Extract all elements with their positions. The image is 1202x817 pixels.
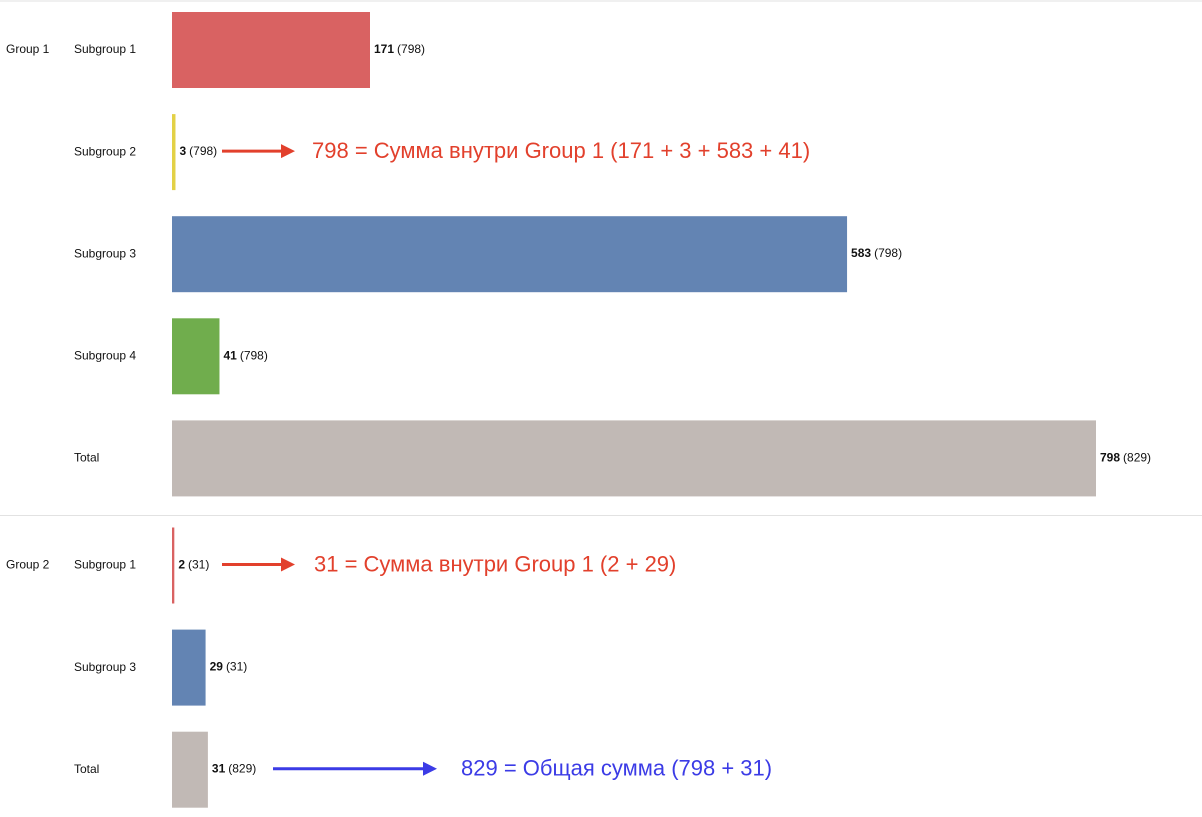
value-label: 798 — [1100, 451, 1120, 465]
context-label: (31) — [226, 660, 247, 674]
category-label: Subgroup 3 — [74, 660, 136, 674]
value-label: 2 — [178, 558, 185, 572]
category-label: Total — [74, 762, 99, 776]
category-label: Subgroup 1 — [74, 42, 136, 56]
annotation-text: 829 = Общая сумма (798 + 31) — [461, 756, 772, 781]
value-label: 31 — [212, 762, 226, 776]
context-label: (798) — [397, 42, 425, 56]
data-label: 3 (798) — [179, 144, 217, 158]
annotation-text: 31 = Сумма внутри Group 1 (2 + 29) — [314, 551, 676, 576]
group-label: Group 2 — [6, 558, 50, 572]
bar — [172, 731, 208, 808]
annotation-text: 798 = Сумма внутри Group 1 (171 + 3 + 58… — [312, 138, 810, 163]
category-label: Subgroup 2 — [74, 144, 136, 158]
context-label: (829) — [228, 762, 256, 776]
bar — [172, 12, 370, 88]
context-label: (798) — [874, 246, 902, 260]
bar — [172, 629, 206, 706]
context-label: (829) — [1123, 451, 1151, 465]
data-label: 29 (31) — [210, 660, 248, 674]
bar — [172, 318, 220, 395]
context-label: (798) — [240, 348, 268, 362]
value-label: 583 — [851, 246, 871, 260]
data-label: 2 (31) — [178, 558, 209, 572]
bar — [172, 527, 175, 604]
data-label: 171 (798) — [374, 42, 425, 56]
value-label: 171 — [374, 42, 394, 56]
bar — [172, 420, 1096, 497]
context-label: (31) — [188, 558, 209, 572]
data-label: 41 (798) — [223, 348, 267, 362]
category-label: Subgroup 4 — [74, 348, 136, 362]
data-label: 31 (829) — [212, 762, 256, 776]
value-label: 41 — [223, 348, 237, 362]
annotation-arrowhead — [281, 144, 295, 159]
value-label: 29 — [210, 660, 224, 674]
data-label: 583 (798) — [851, 246, 902, 260]
data-label: 798 (829) — [1100, 451, 1151, 465]
category-label: Total — [74, 451, 99, 465]
annotation-arrowhead — [281, 557, 295, 572]
bar — [172, 114, 176, 191]
annotation-arrowhead — [423, 761, 437, 776]
context-label: (798) — [189, 144, 217, 158]
value-label: 3 — [179, 144, 186, 158]
group-label: Group 1 — [6, 42, 50, 56]
category-label: Subgroup 1 — [74, 558, 136, 572]
category-label: Subgroup 3 — [74, 246, 136, 260]
bar — [172, 216, 848, 293]
